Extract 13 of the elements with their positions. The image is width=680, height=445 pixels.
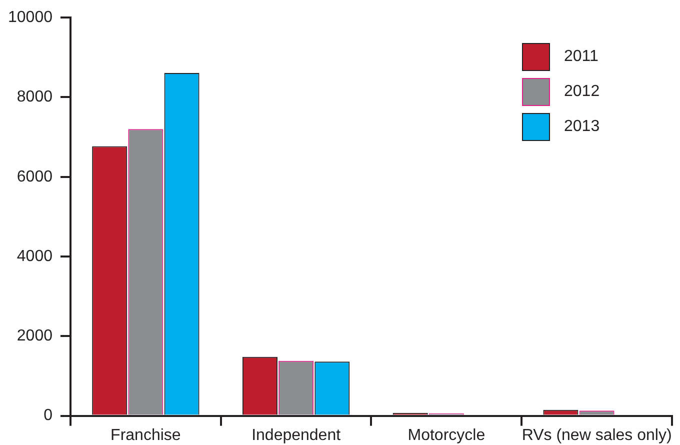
x-tick-label: Franchise bbox=[110, 426, 181, 444]
x-tick-label: Motorcycle bbox=[408, 426, 486, 444]
y-tick-label: 10000 bbox=[8, 9, 53, 26]
x-tick-label: Independent bbox=[252, 426, 342, 444]
x-tick-label: RVs (new sales only) bbox=[522, 426, 672, 444]
y-tick-label: 4000 bbox=[16, 248, 53, 265]
y-tick-label: 8000 bbox=[16, 88, 53, 106]
legend-label: 2013 bbox=[564, 118, 600, 136]
legend-label: 2012 bbox=[564, 83, 600, 102]
y-tick-label: 2000 bbox=[16, 328, 53, 345]
legend-label: 2011 bbox=[564, 48, 598, 66]
y-tick-label: 6000 bbox=[16, 168, 53, 186]
y-tick-label: 0 bbox=[44, 407, 53, 424]
